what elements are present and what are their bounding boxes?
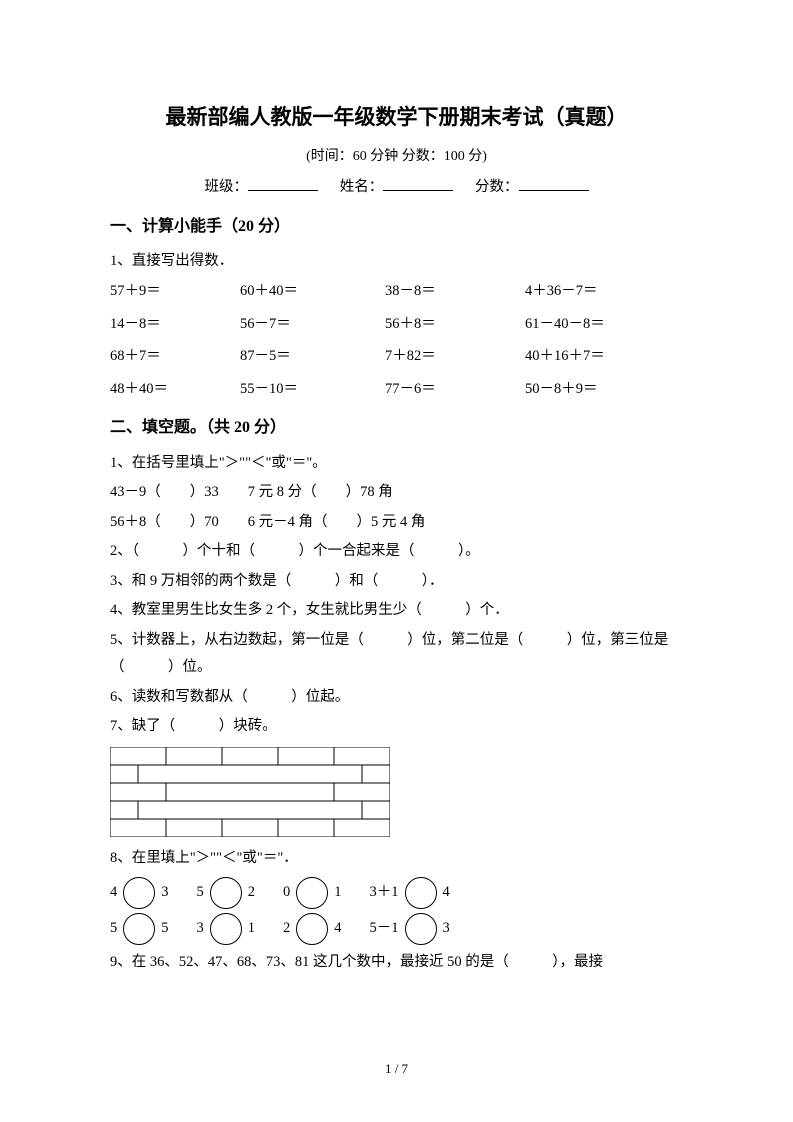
score-blank[interactable]: [519, 176, 589, 192]
calc-cell: 57＋9＝: [110, 278, 240, 306]
s2-q1a: 1、在括号里填上"＞""＜"或"＝"。: [110, 450, 683, 478]
s2-q6: 6、读数和写数都从（ ）位起。: [110, 684, 683, 712]
cmp-right: 4: [443, 879, 450, 907]
calc-cell: 56＋8＝: [385, 311, 525, 339]
cmp-item: 43: [110, 877, 169, 909]
section-1-heading: 一、计算小能手（20 分）: [110, 212, 683, 242]
s2-q5: 5、计数器上，从右边数起，第一位是（ ）位，第二位是（ ）位，第三位是（ ）位。: [110, 627, 683, 682]
page-title: 最新部编人教版一年级数学下册期末考试（真题）: [110, 98, 683, 138]
calc-cell: 50－8＋9＝: [525, 376, 683, 404]
compare-row-2: 55 31 24 5－13: [110, 913, 683, 945]
cmp-left: 0: [283, 879, 290, 907]
cmp-left: 4: [110, 879, 117, 907]
page-footer: 1 / 7: [0, 1057, 793, 1082]
calc-cell: 48＋40＝: [110, 376, 240, 404]
compare-row-1: 43 52 01 3＋14: [110, 877, 683, 909]
brick-wall-figure: [110, 747, 683, 837]
calc-cell: 4＋36－7＝: [525, 278, 683, 306]
calc-cell: 56－7＝: [240, 311, 385, 339]
class-label: 班级：: [205, 179, 249, 195]
s2-q2: 2、（ ）个十和（ ）个一合起来是（ ）。: [110, 538, 683, 566]
calc-cell: 38－8＝: [385, 278, 525, 306]
answer-circle[interactable]: [123, 913, 155, 945]
answer-circle[interactable]: [296, 913, 328, 945]
cmp-right: 1: [334, 879, 341, 907]
cmp-left: 3: [197, 915, 204, 943]
cmp-left: 5: [197, 879, 204, 907]
answer-circle[interactable]: [210, 913, 242, 945]
answer-circle[interactable]: [123, 877, 155, 909]
section-2-heading: 二、填空题。（共 20 分）: [110, 413, 683, 443]
calc-cell: 55－10＝: [240, 376, 385, 404]
s2-q7: 7、缺了（ ）块砖。: [110, 713, 683, 741]
answer-circle[interactable]: [405, 877, 437, 909]
calc-cell: 61－40－8＝: [525, 311, 683, 339]
exam-page: 最新部编人教版一年级数学下册期末考试（真题） (时间：60 分钟 分数：100 …: [0, 0, 793, 1122]
name-label: 姓名：: [340, 179, 384, 195]
cmp-item: 52: [197, 877, 256, 909]
cmp-left: 5－1: [370, 915, 399, 943]
cmp-item: 3＋1 4: [370, 877, 450, 909]
calc-cell: 68＋7＝: [110, 343, 240, 371]
s2-q8: 8、在里填上"＞""＜"或"＝"．: [110, 845, 683, 873]
s2-q1b: 43－9（ ）33 7 元 8 分（ ）78 角: [110, 479, 683, 507]
name-blank[interactable]: [383, 176, 453, 192]
answer-circle[interactable]: [405, 913, 437, 945]
calc-cell: 77－6＝: [385, 376, 525, 404]
calc-cell: 87－5＝: [240, 343, 385, 371]
s2-q4: 4、教室里男生比女生多 2 个，女生就比男生少（ ）个．: [110, 597, 683, 625]
score-label: 分数：: [475, 179, 519, 195]
s2-q3: 3、和 9 万相邻的两个数是（ ）和（ ）．: [110, 568, 683, 596]
cmp-right: 3: [443, 915, 450, 943]
calc-cell: 14－8＝: [110, 311, 240, 339]
student-info-line: 班级： 姓名： 分数：: [110, 174, 683, 202]
s2-q1c: 56＋8（ ）70 6 元－4 角（ ）5 元 4 角: [110, 509, 683, 537]
cmp-item: 01: [283, 877, 342, 909]
cmp-right: 4: [334, 915, 341, 943]
cmp-left: 2: [283, 915, 290, 943]
cmp-left: 5: [110, 915, 117, 943]
calc-cell: 40＋16＋7＝: [525, 343, 683, 371]
cmp-right: 2: [248, 879, 255, 907]
brick-wall-svg: [110, 747, 390, 837]
cmp-item: 5－1 3: [370, 913, 450, 945]
cmp-left: 3＋1: [370, 879, 399, 907]
calc-grid: 57＋9＝ 60＋40＝ 38－8＝ 4＋36－7＝ 14－8＝ 56－7＝ 5…: [110, 278, 683, 403]
cmp-item: 31: [197, 913, 256, 945]
cmp-right: 1: [248, 915, 255, 943]
calc-cell: 60＋40＝: [240, 278, 385, 306]
class-blank[interactable]: [248, 176, 318, 192]
s2-q9: 9、在 36、52、47、68、73、81 这几个数中，最接近 50 的是（ ）…: [110, 949, 683, 977]
answer-circle[interactable]: [296, 877, 328, 909]
cmp-item: 24: [283, 913, 342, 945]
cmp-right: 5: [161, 915, 168, 943]
s1-q1-label: 1、直接写出得数．: [110, 248, 683, 276]
cmp-item: 55: [110, 913, 169, 945]
cmp-right: 3: [161, 879, 168, 907]
calc-cell: 7＋82＝: [385, 343, 525, 371]
answer-circle[interactable]: [210, 877, 242, 909]
page-subtitle: (时间：60 分钟 分数：100 分): [110, 144, 683, 171]
